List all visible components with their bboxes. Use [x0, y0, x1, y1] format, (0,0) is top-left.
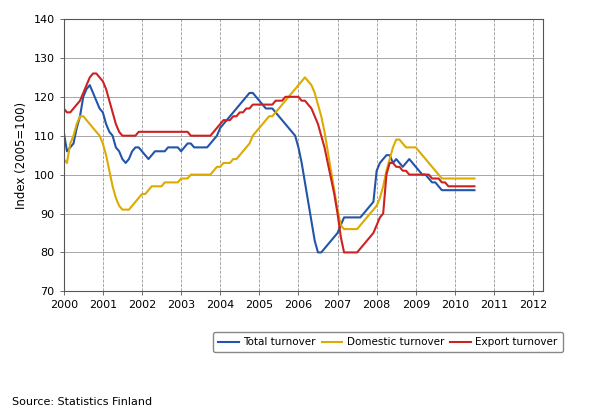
Export turnover: [80, 90, 87, 95]
Domestic turnover: [412, 145, 419, 150]
Export turnover: [340, 250, 348, 255]
Line: Total turnover: Total turnover: [64, 85, 474, 252]
Line: Export turnover: Export turnover: [64, 73, 474, 252]
Export turnover: [412, 172, 419, 177]
Total turnover: [308, 219, 315, 224]
Export turnover: [60, 106, 67, 111]
Total turnover: [412, 164, 419, 169]
Domestic turnover: [301, 75, 308, 80]
Line: Domestic turnover: Domestic turnover: [64, 77, 474, 229]
Total turnover: [327, 238, 334, 243]
Total turnover: [471, 188, 478, 193]
Total turnover: [60, 129, 67, 134]
Domestic turnover: [298, 79, 305, 84]
Total turnover: [301, 180, 308, 185]
Legend: Total turnover, Domestic turnover, Export turnover: Total turnover, Domestic turnover, Expor…: [213, 332, 563, 352]
Domestic turnover: [324, 149, 332, 154]
Total turnover: [80, 94, 87, 99]
Export turnover: [471, 184, 478, 189]
Y-axis label: Index (2005=100): Index (2005=100): [15, 102, 28, 209]
Total turnover: [314, 250, 321, 255]
Text: Source: Statistics Finland: Source: Statistics Finland: [12, 397, 152, 407]
Domestic turnover: [340, 227, 348, 232]
Domestic turnover: [80, 114, 87, 119]
Export turnover: [324, 161, 332, 166]
Export turnover: [301, 98, 308, 103]
Export turnover: [448, 184, 455, 189]
Domestic turnover: [60, 156, 67, 161]
Export turnover: [89, 71, 96, 76]
Total turnover: [86, 83, 94, 88]
Domestic turnover: [308, 83, 315, 88]
Domestic turnover: [471, 176, 478, 181]
Domestic turnover: [448, 176, 455, 181]
Total turnover: [448, 188, 455, 193]
Export turnover: [308, 106, 315, 111]
